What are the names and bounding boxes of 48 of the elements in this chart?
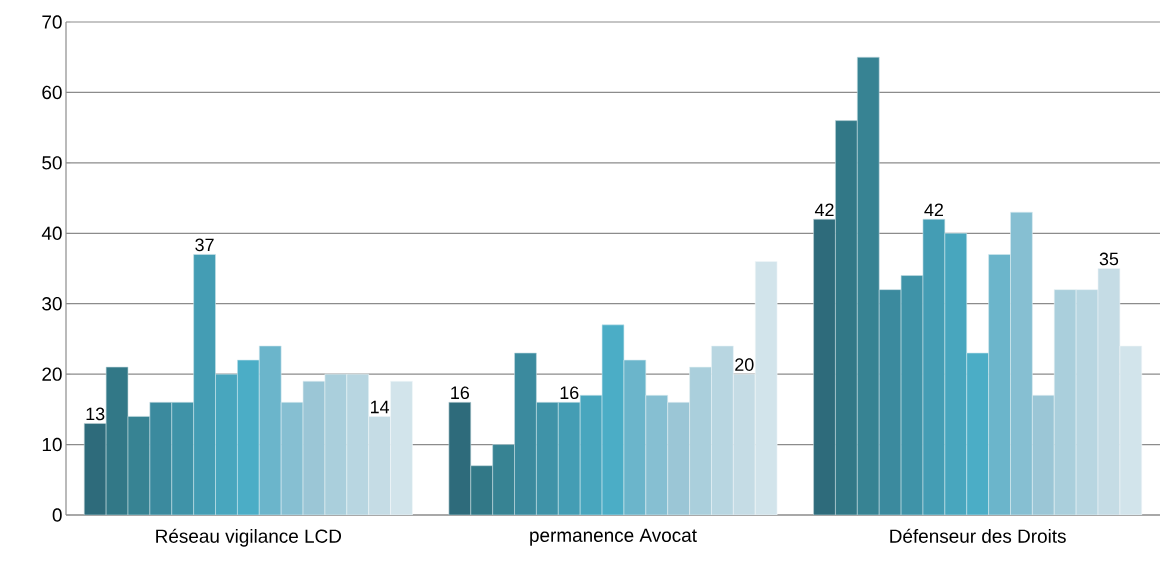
y-tick-label: 70 [42,15,62,29]
y-tick-label: 0 [52,508,62,522]
y-tick-label: 50 [42,156,62,170]
bar [105,366,129,515]
x-tick-label: Défenseur des Droits [890,528,1066,543]
bar [711,345,734,515]
bar [1010,211,1033,515]
data-label: 20 [735,358,754,371]
bar [813,218,836,515]
bar [988,254,1011,515]
bar [601,324,625,515]
y-tick-label: 60 [42,85,62,100]
y-tick-label: 10 [42,437,62,452]
bar [390,380,413,515]
data-label: 14 [371,400,390,414]
bar [448,402,472,515]
bar [689,366,712,515]
data-label: 42 [814,203,834,216]
bar [368,416,391,515]
y-tick-label: 40 [41,226,62,240]
bar [83,423,107,515]
data-label: 13 [86,407,105,421]
bar [1032,394,1055,515]
bar [900,275,924,515]
bar [258,345,282,515]
bar [645,394,668,515]
bar [1119,345,1143,515]
bar [623,359,647,515]
bar [1097,268,1121,515]
data-label: 37 [195,238,214,252]
data-label: 35 [1099,252,1119,266]
bar [127,416,151,515]
y-tick-label: 30 [42,297,62,311]
bar [1075,289,1099,515]
x-tick-label: permanence Avocat [530,528,697,546]
bar [324,373,348,515]
bar [302,380,326,515]
bar [1053,289,1077,515]
bar [346,373,369,515]
data-label: 16 [560,386,579,400]
data-label: 16 [451,386,470,400]
y-tick-label: 20 [42,367,62,381]
bar [754,261,778,515]
data-label: 42 [924,203,943,216]
x-tick-label: Réseau vigilance LCD [156,528,342,547]
bar [667,402,690,515]
bar [280,402,304,515]
bar [733,373,756,515]
